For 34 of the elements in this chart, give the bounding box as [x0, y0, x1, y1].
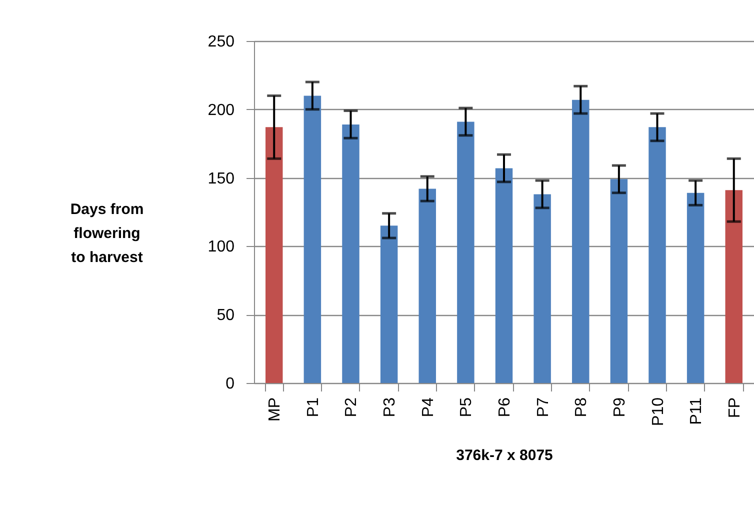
x-tick-label: P9	[611, 397, 628, 418]
bar	[304, 96, 322, 383]
bar	[380, 226, 398, 383]
bar	[342, 124, 360, 383]
bar	[265, 127, 283, 383]
bar	[457, 122, 474, 383]
y-tick-label: 150	[208, 170, 235, 188]
x-tick-label: P6	[496, 397, 514, 418]
x-tick-label: P10	[650, 397, 667, 426]
y-axis-title: Days from flowering to harvest	[70, 201, 144, 266]
bar	[610, 179, 628, 383]
bar	[572, 100, 590, 383]
y-tick-label: 250	[208, 34, 235, 50]
y-tick-label: 100	[208, 238, 235, 256]
y-tick-label: 200	[208, 102, 235, 119]
x-tick-label: MP	[266, 398, 284, 422]
x-axis-title: 376k-7 x 8075	[456, 446, 553, 464]
y-tick-label: 50	[216, 307, 235, 324]
bar	[418, 188, 436, 383]
bar	[495, 168, 513, 383]
bar	[534, 194, 551, 383]
x-tick-label: P1	[304, 397, 322, 418]
bar	[648, 127, 666, 383]
x-tick-label: P11	[688, 397, 706, 425]
x-tick-label: P3	[382, 397, 399, 418]
bar	[725, 190, 743, 383]
x-tick-label: P4	[420, 397, 437, 418]
x-tick-label: P2	[343, 397, 360, 418]
y-tick-label: 0	[226, 376, 235, 392]
x-tick-label: P8	[573, 397, 590, 418]
x-tick-label: FP	[726, 398, 744, 418]
x-tick-label: P5	[458, 397, 476, 418]
x-tick-label: P7	[534, 397, 552, 418]
bar	[686, 192, 704, 383]
